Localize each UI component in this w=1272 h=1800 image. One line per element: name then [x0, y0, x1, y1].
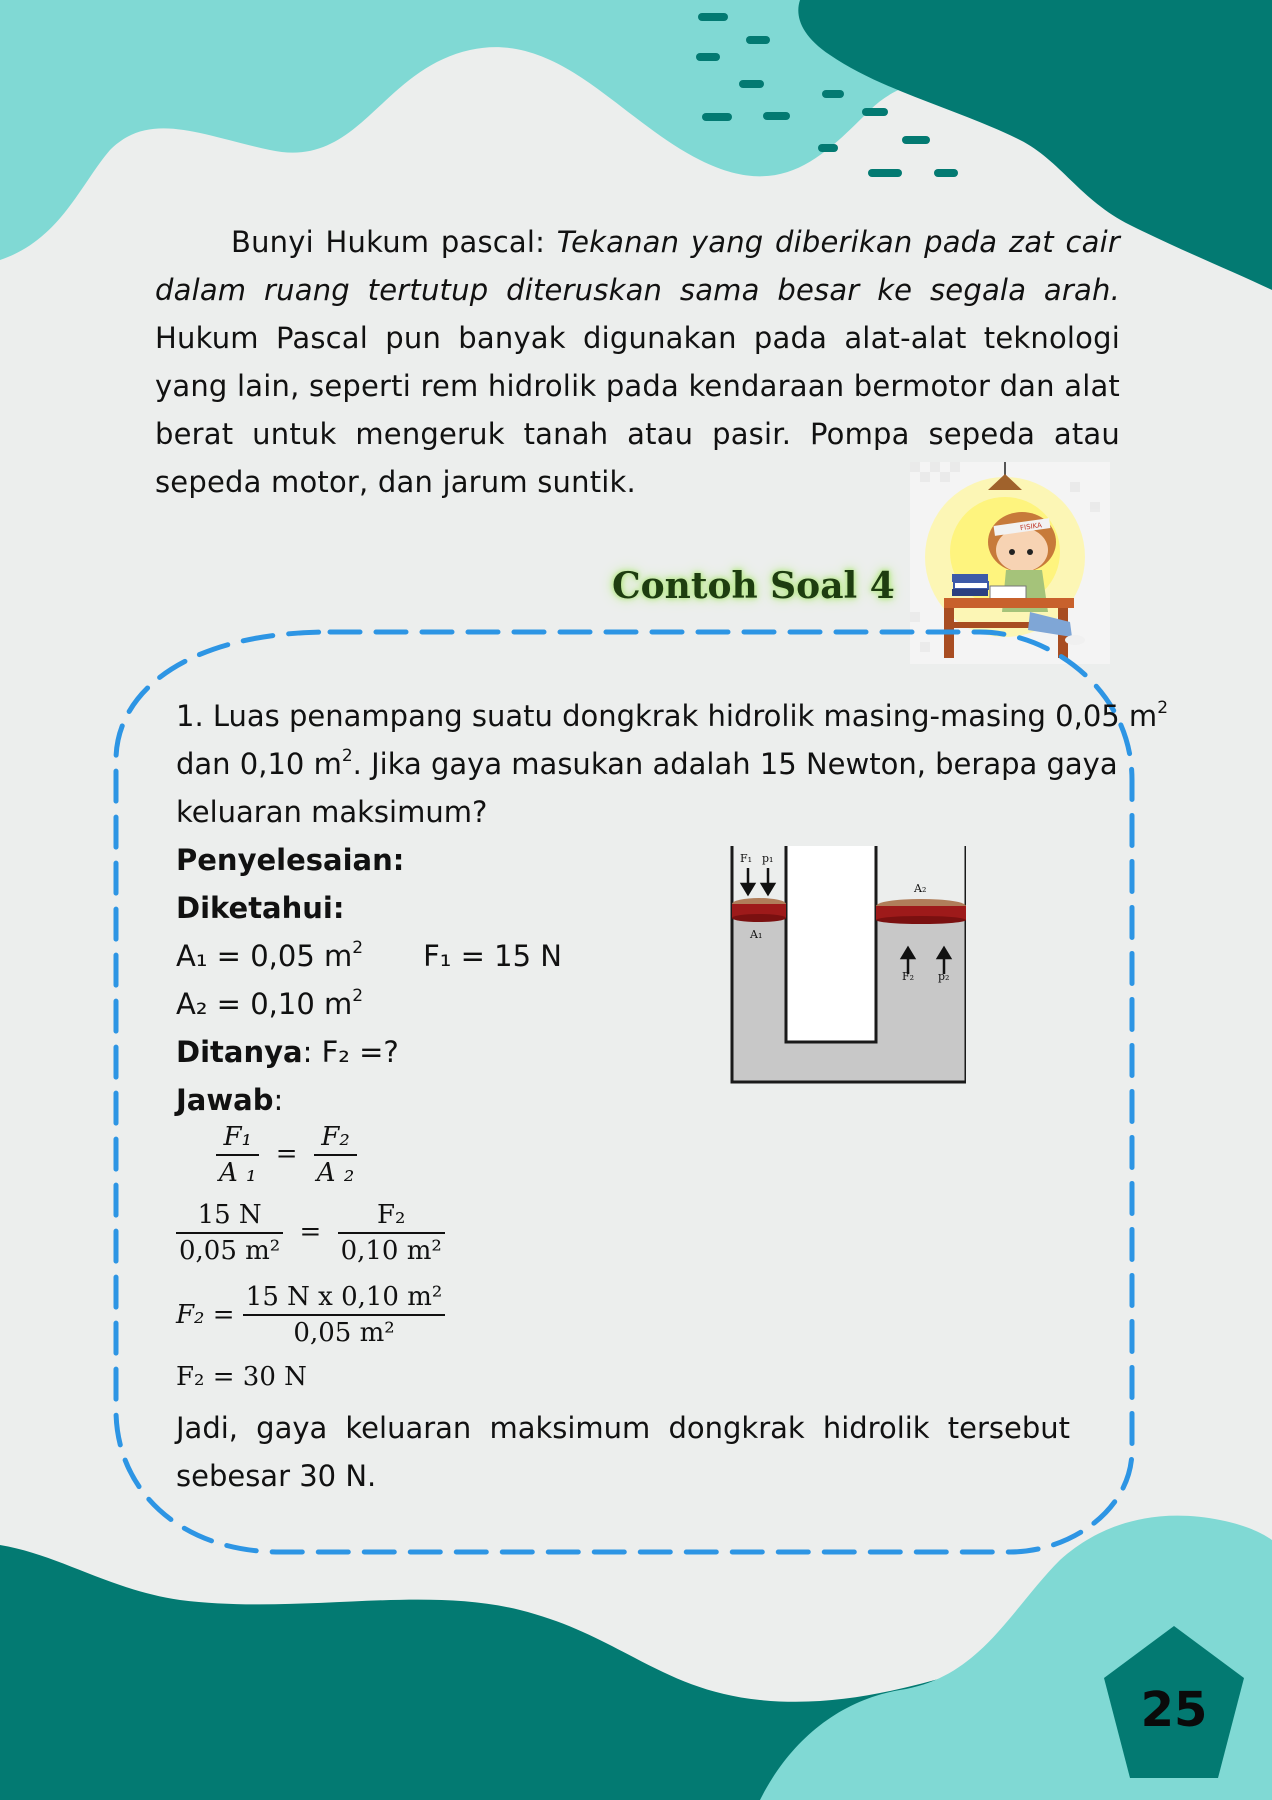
top-dark-wave: [798, 0, 1272, 290]
page-number: 25: [1140, 1682, 1208, 1738]
equation-solve: F₂ = 15 N x 0,10 m² 0,05 m²: [176, 1280, 446, 1350]
label-p1: p₁: [762, 852, 773, 865]
problem-line-1: 1. Luas penampang suatu dongkrak hidroli…: [176, 698, 1169, 733]
conclusion-line-2: sebesar 30 N.: [176, 1459, 377, 1493]
pentagon-shape: [1104, 1626, 1244, 1778]
superscript: 2: [1157, 698, 1169, 719]
problem-line-3: keluaran maksimum?: [176, 795, 488, 829]
headband-text: FISIKA: [1020, 521, 1043, 532]
known-a2: A₂ = 0,10 m2: [176, 986, 364, 1021]
label-a1: A₁: [749, 928, 762, 941]
example-content: 1. Luas penampang suatu dongkrak hidroli…: [176, 692, 1169, 1124]
label-f2: F₂: [902, 970, 914, 983]
label-p2: p₂: [938, 970, 949, 983]
label-f1: F₁: [740, 852, 752, 865]
penyelesaian-label: Penyelesaian:: [176, 843, 405, 877]
intro-paragraph: Bunyi Hukum pascal: Tekanan yang diberik…: [155, 218, 1120, 506]
input-force-arrows: [739, 868, 777, 897]
intro-lead: Bunyi Hukum pascal:: [231, 225, 557, 259]
hydraulic-jack-diagram: F₁ p₁ A₁ A₂ F₂ p₂: [730, 846, 966, 1084]
equation-substitution: 15 N 0,05 m² = F₂ 0,10 m²: [176, 1198, 445, 1268]
jawab-line: Jawab:: [176, 1083, 284, 1117]
example-title: Contoh Soal 4: [612, 565, 895, 607]
known-a1-f1: A₁ = 0,05 m2 F₁ = 15 N: [176, 938, 562, 973]
ditanya-line: Ditanya: F₂ =?: [176, 1035, 399, 1069]
label-a2: A₂: [913, 882, 926, 895]
intro-rest: Hukum Pascal pun banyak digunakan pada a…: [155, 321, 1120, 499]
dash-marks: [696, 13, 958, 177]
diketahui-label: Diketahui:: [176, 891, 345, 925]
problem-line-2: dan 0,10 m2. Jika gaya masukan adalah 15…: [176, 746, 1118, 781]
equation-result: F₂ = 30 N: [176, 1362, 307, 1392]
conclusion: Jadi, gaya keluaran maksimum dongkrak hi…: [176, 1404, 1070, 1500]
student-studying-illustration: FISIKA: [910, 462, 1110, 664]
equation-ratio: F₁ A ₁ = F₂ A ₂: [216, 1120, 358, 1190]
output-force-arrows: [899, 945, 953, 974]
page-number-badge: 25: [1100, 1622, 1248, 1782]
conclusion-line-1: Jadi, gaya keluaran maksimum dongkrak hi…: [176, 1411, 1070, 1445]
pascal-law-statement: Tekanan yang diberikan pada zat cair dal…: [155, 225, 1121, 307]
